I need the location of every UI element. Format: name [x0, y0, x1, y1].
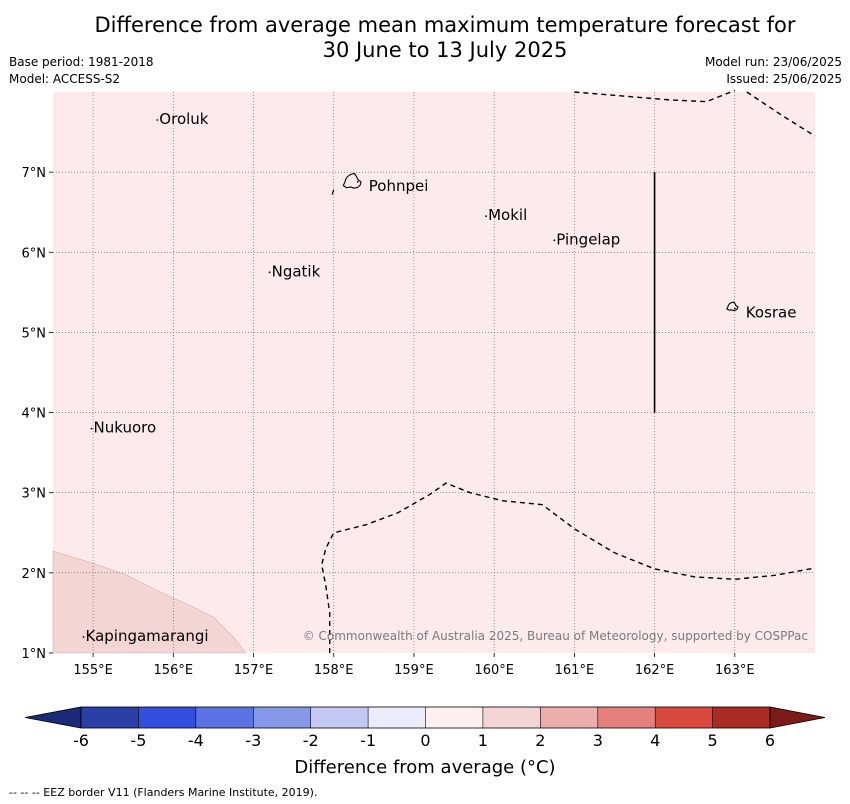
lon-tick-label: 162°E	[635, 663, 675, 678]
colorbar-extend-low	[24, 706, 82, 729]
islands	[342, 172, 739, 312]
place-label-kapingamarangi: Kapingamarangi	[86, 627, 209, 645]
lon-tick-label: 155°E	[73, 663, 113, 678]
colorbar-label: Difference from average (°C)	[294, 757, 556, 778]
anomaly-patch-shape	[52, 550, 247, 654]
place-label-nukuoro: Nukuoro	[94, 419, 157, 437]
place-dot-mokil	[485, 215, 487, 218]
colorbar-tick-label: -5	[130, 731, 146, 750]
colorbar-ticks: -6 -5 -4 -3 -2 -1 0 1 2 3 4 5 6	[73, 707, 775, 750]
colorbar-tick-label: 1	[478, 731, 488, 750]
lat-tick-label: 6°N	[22, 246, 47, 261]
colorbar-tick-label: -3	[245, 731, 261, 750]
place-labels: Oroluk Pohnpei Mokil Pingelap Ngatik Kosrae Nu…	[82, 110, 797, 645]
anomaly-field-0-to-1	[53, 92, 815, 653]
colorbar-tick-label: 3	[593, 731, 603, 750]
colorbar-box	[597, 707, 656, 728]
colorbar-tick-label: 0	[420, 731, 430, 750]
place-dot-kosrae	[733, 307, 736, 310]
place-label-pingelap: Pingelap	[556, 230, 620, 248]
copyright-notice: © Commonwealth of Australia 2025, Bureau…	[303, 629, 808, 643]
lon-tick-label: 161°E	[555, 663, 595, 678]
colorbar-box	[138, 707, 197, 728]
colorbar-box	[81, 707, 139, 728]
model-run: Model run: 23/06/2025	[704, 55, 842, 69]
model-name: Model: ACCESS-S2	[9, 72, 121, 86]
eez-borders	[320, 89, 816, 653]
eez-border-south	[320, 482, 816, 653]
colorbar-tick-label: -2	[303, 731, 319, 750]
colorbar-tick-label: 4	[650, 731, 660, 750]
place-label-mokil: Mokil	[488, 206, 527, 224]
title-line-1: Difference from average mean maximum tem…	[94, 13, 796, 37]
place-label-ngatik: Ngatik	[272, 262, 321, 280]
lat-tick-label: 3°N	[22, 487, 47, 502]
colorbar-box	[482, 707, 541, 728]
lon-tick-label: 156°E	[154, 663, 194, 678]
map-axes: 155°E 156°E 157°E 158°E 159°E 160°E 161°E 162°E…	[22, 166, 755, 678]
colorbar-boxes	[24, 706, 826, 729]
meta-right: Model run: 23/06/2025 Issued: 25/06/2025	[705, 54, 842, 88]
colorbar-box	[425, 707, 484, 728]
issued-date: Issued: 25/06/2025	[726, 72, 842, 86]
colorbar-box	[310, 707, 369, 728]
colorbar-tick-label: -1	[360, 731, 376, 750]
place-label-kosrae: Kosrae	[746, 303, 797, 321]
reef-mark	[331, 189, 335, 195]
place-label-oroluk: Oroluk	[159, 110, 208, 128]
base-period: Base period: 1981-2018	[9, 55, 154, 69]
colorbar-tick-label: -6	[73, 731, 89, 750]
lat-tick-label: 5°N	[22, 326, 47, 341]
colorbar-tick-label: 2	[535, 731, 545, 750]
lon-tick-label: 163°E	[715, 663, 755, 678]
colorbar-box	[253, 707, 311, 728]
colorbar-box	[540, 707, 599, 728]
colorbar-tick-label: 5	[708, 731, 718, 750]
colorbar-tick-label: -4	[188, 731, 204, 750]
title-line-2: 30 June to 13 July 2025	[322, 38, 568, 62]
lon-tick-label: 159°E	[394, 663, 434, 678]
place-dot-nukuoro	[90, 427, 93, 430]
eez-border-north	[574, 89, 736, 103]
lat-tick-label: 4°N	[22, 407, 47, 422]
colorbar-tick-label: 6	[765, 731, 775, 750]
place-dot-oroluk	[156, 119, 159, 121]
lat-tick-label: 1°N	[22, 647, 47, 662]
colorbar-box	[368, 707, 426, 728]
eez-footnote: -- -- -- EEZ border V11 (Flanders Marine…	[9, 786, 318, 799]
place-dot-ngatik	[268, 271, 271, 274]
colorbar: -6 -5 -4 -3 -2 -1 0 1 2 3 4 5 6	[24, 706, 826, 750]
map-panel: Oroluk Pohnpei Mokil Pingelap Ngatik Kosrae Nu…	[22, 89, 816, 678]
colorbar-box	[655, 707, 713, 728]
lat-tick-label: 2°N	[22, 567, 47, 582]
lon-tick-label: 157°E	[234, 663, 274, 678]
pohnpei-island-shape	[342, 172, 362, 189]
lat-tick-label: 7°N	[22, 166, 47, 181]
anomaly-patch-1-to-2	[52, 550, 247, 654]
meta-left: Base period: 1981-2018 Model: ACCESS-S2	[9, 54, 154, 88]
place-dot-pohnpei	[356, 180, 359, 183]
lon-tick-label: 160°E	[474, 663, 514, 678]
place-dot-pingelap	[553, 239, 556, 242]
place-dot-kapingamarangi	[82, 636, 85, 638]
colorbar-box	[195, 707, 254, 728]
lon-tick-label: 158°E	[314, 663, 354, 678]
map-title: Difference from average mean maximum tem…	[0, 13, 850, 63]
colorbar-box	[712, 707, 771, 728]
colorbar-extend-high	[769, 706, 826, 729]
place-label-pohnpei: Pohnpei	[369, 177, 429, 195]
map-background	[53, 92, 815, 653]
